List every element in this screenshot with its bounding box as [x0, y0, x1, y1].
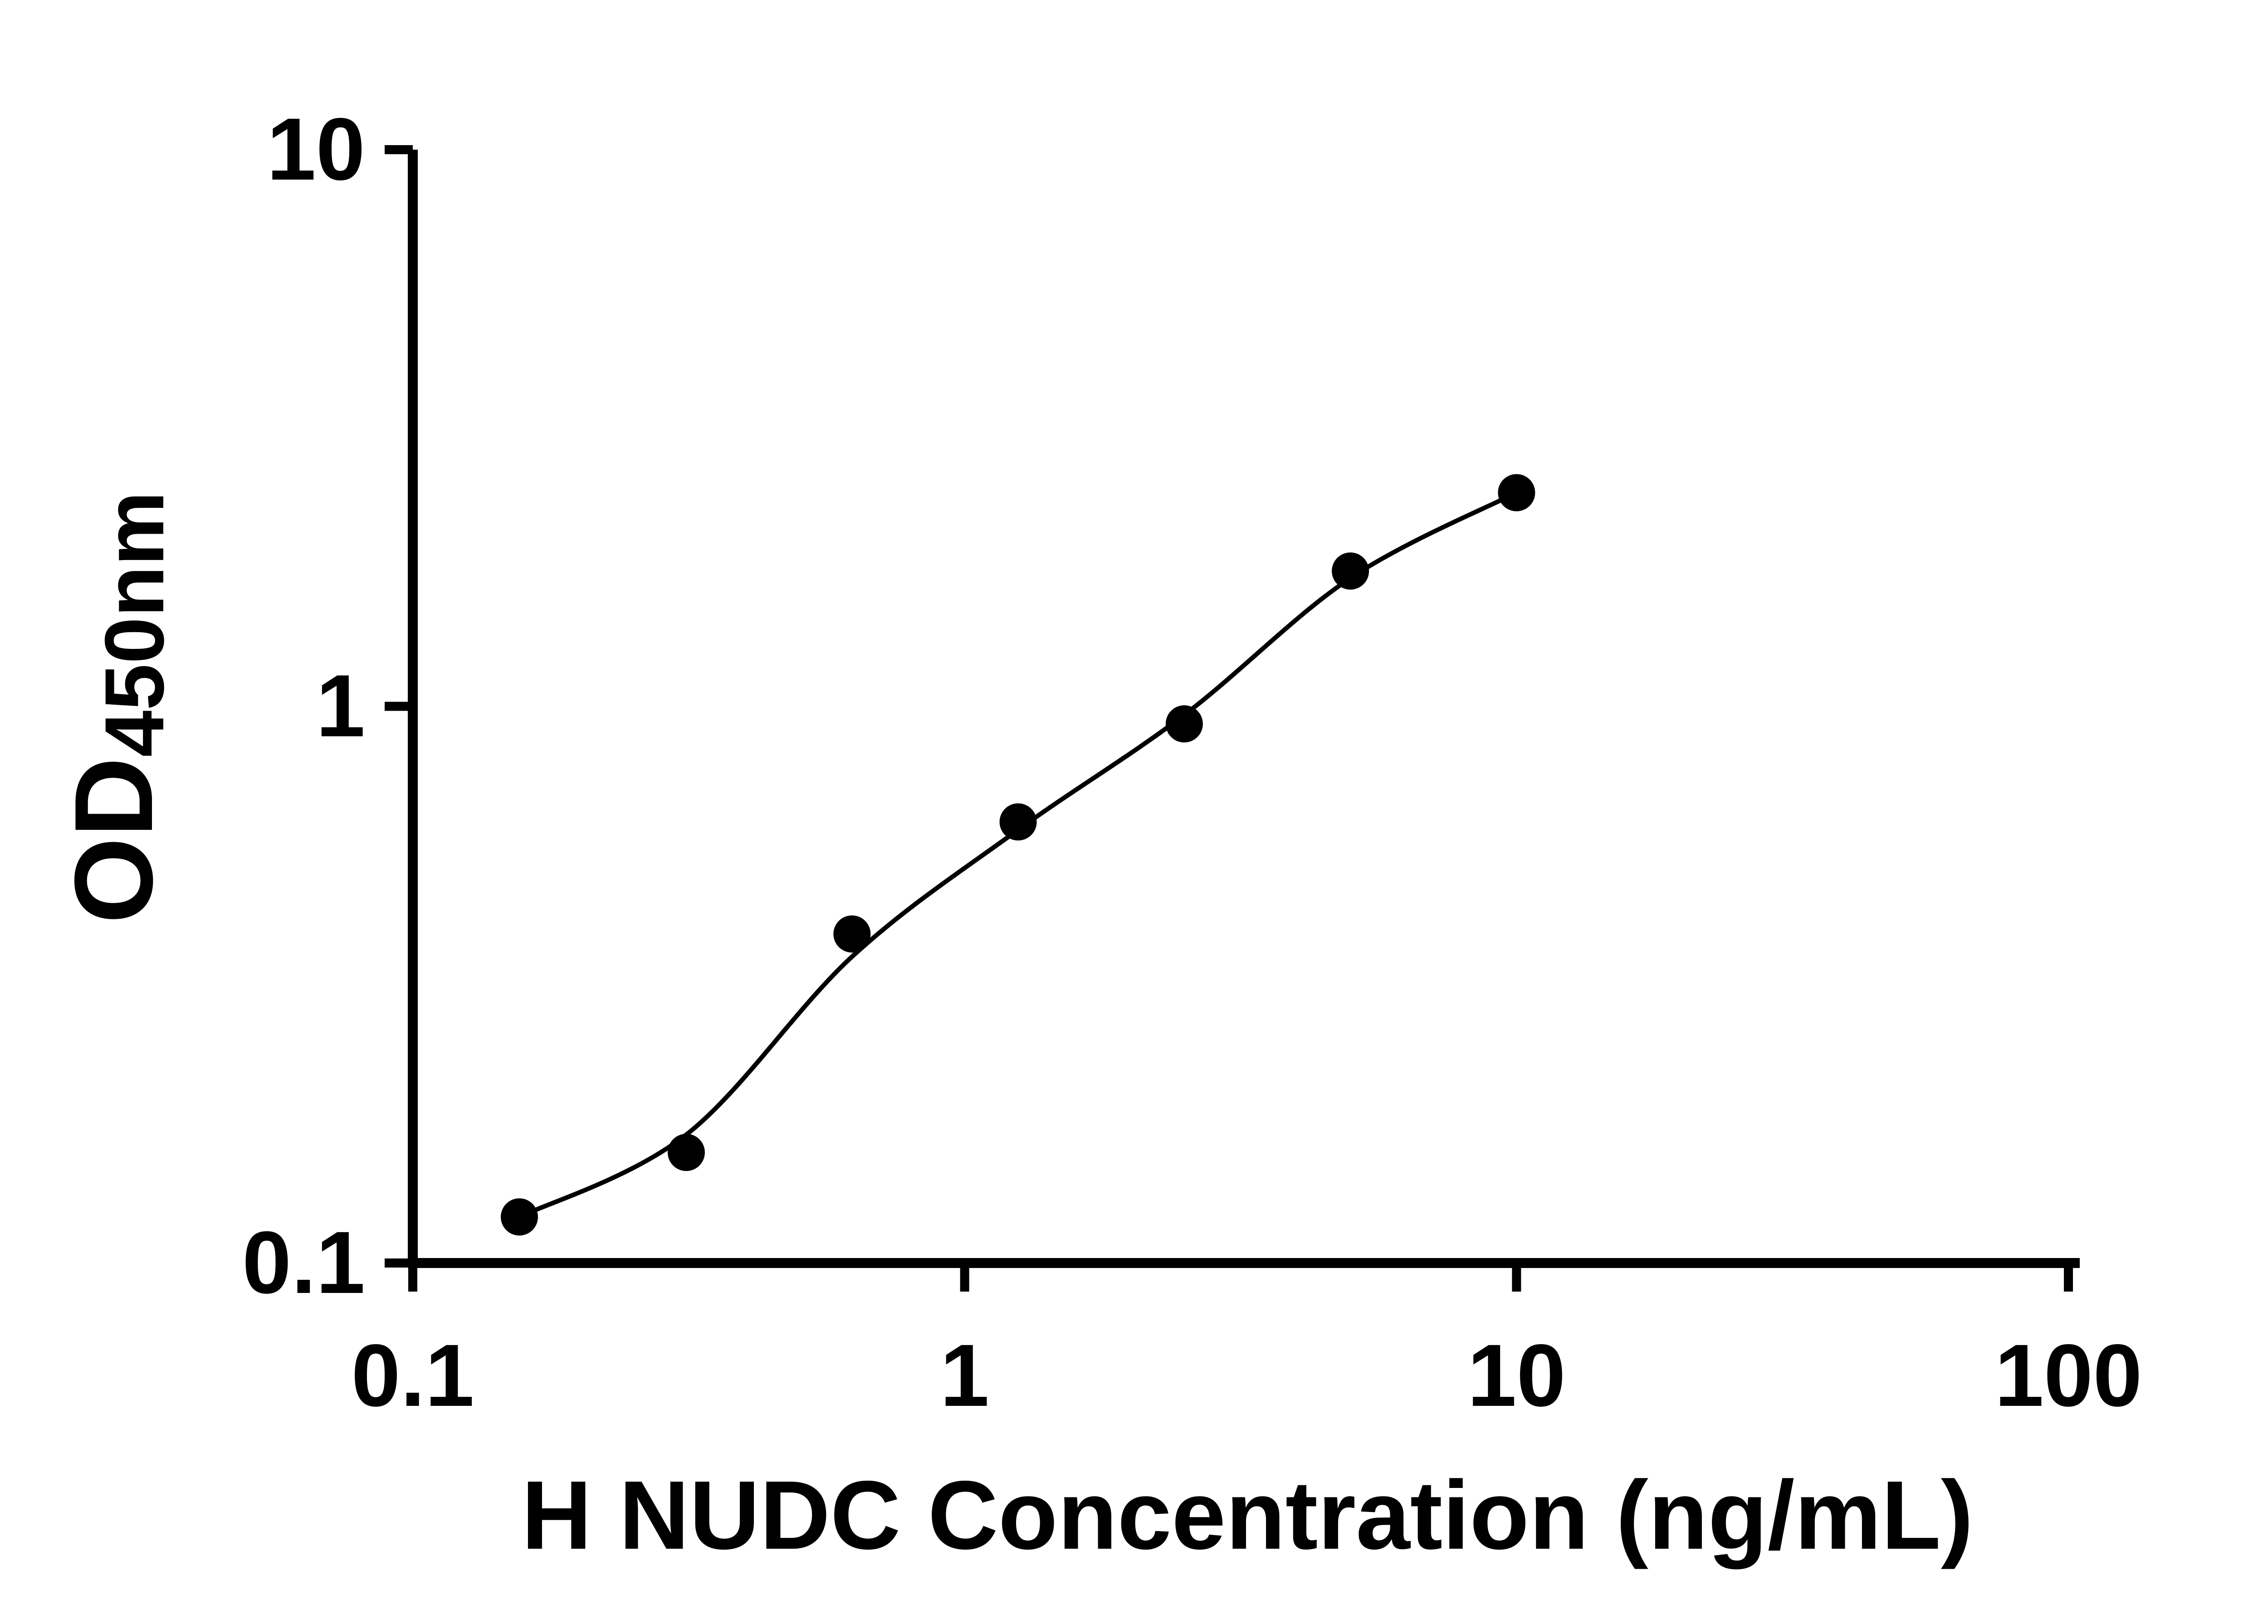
data-point: [1498, 474, 1535, 512]
axes-layer: 0.1 1 10 0.1 1 10 100: [242, 100, 2142, 1425]
x-tick-label: 1: [940, 1326, 989, 1425]
x-tick-label: 0.1: [351, 1326, 474, 1425]
data-point: [500, 1198, 538, 1236]
y-axis-title-sub: 450nm: [88, 491, 181, 757]
y-tick-label: 10: [267, 100, 365, 199]
data-point: [999, 803, 1037, 841]
data-point: [1165, 705, 1203, 743]
x-tick-label: 100: [1994, 1326, 2142, 1425]
fit-curve: [518, 490, 1518, 1219]
y-axis-title-main: OD: [51, 757, 176, 924]
x-axis-title: H NUDC Concentration (ng/mL): [522, 1460, 1974, 1570]
x-tick-label: 10: [1467, 1326, 1566, 1425]
data-point: [667, 1134, 705, 1171]
y-axis-title: OD450nm: [51, 491, 181, 924]
y-tick-label: 1: [316, 657, 365, 756]
axis-spines: [408, 150, 2080, 1268]
data-layer: [500, 474, 1535, 1236]
data-point: [1332, 552, 1369, 590]
y-tick-label: 0.1: [242, 1213, 365, 1312]
data-point: [833, 915, 871, 953]
